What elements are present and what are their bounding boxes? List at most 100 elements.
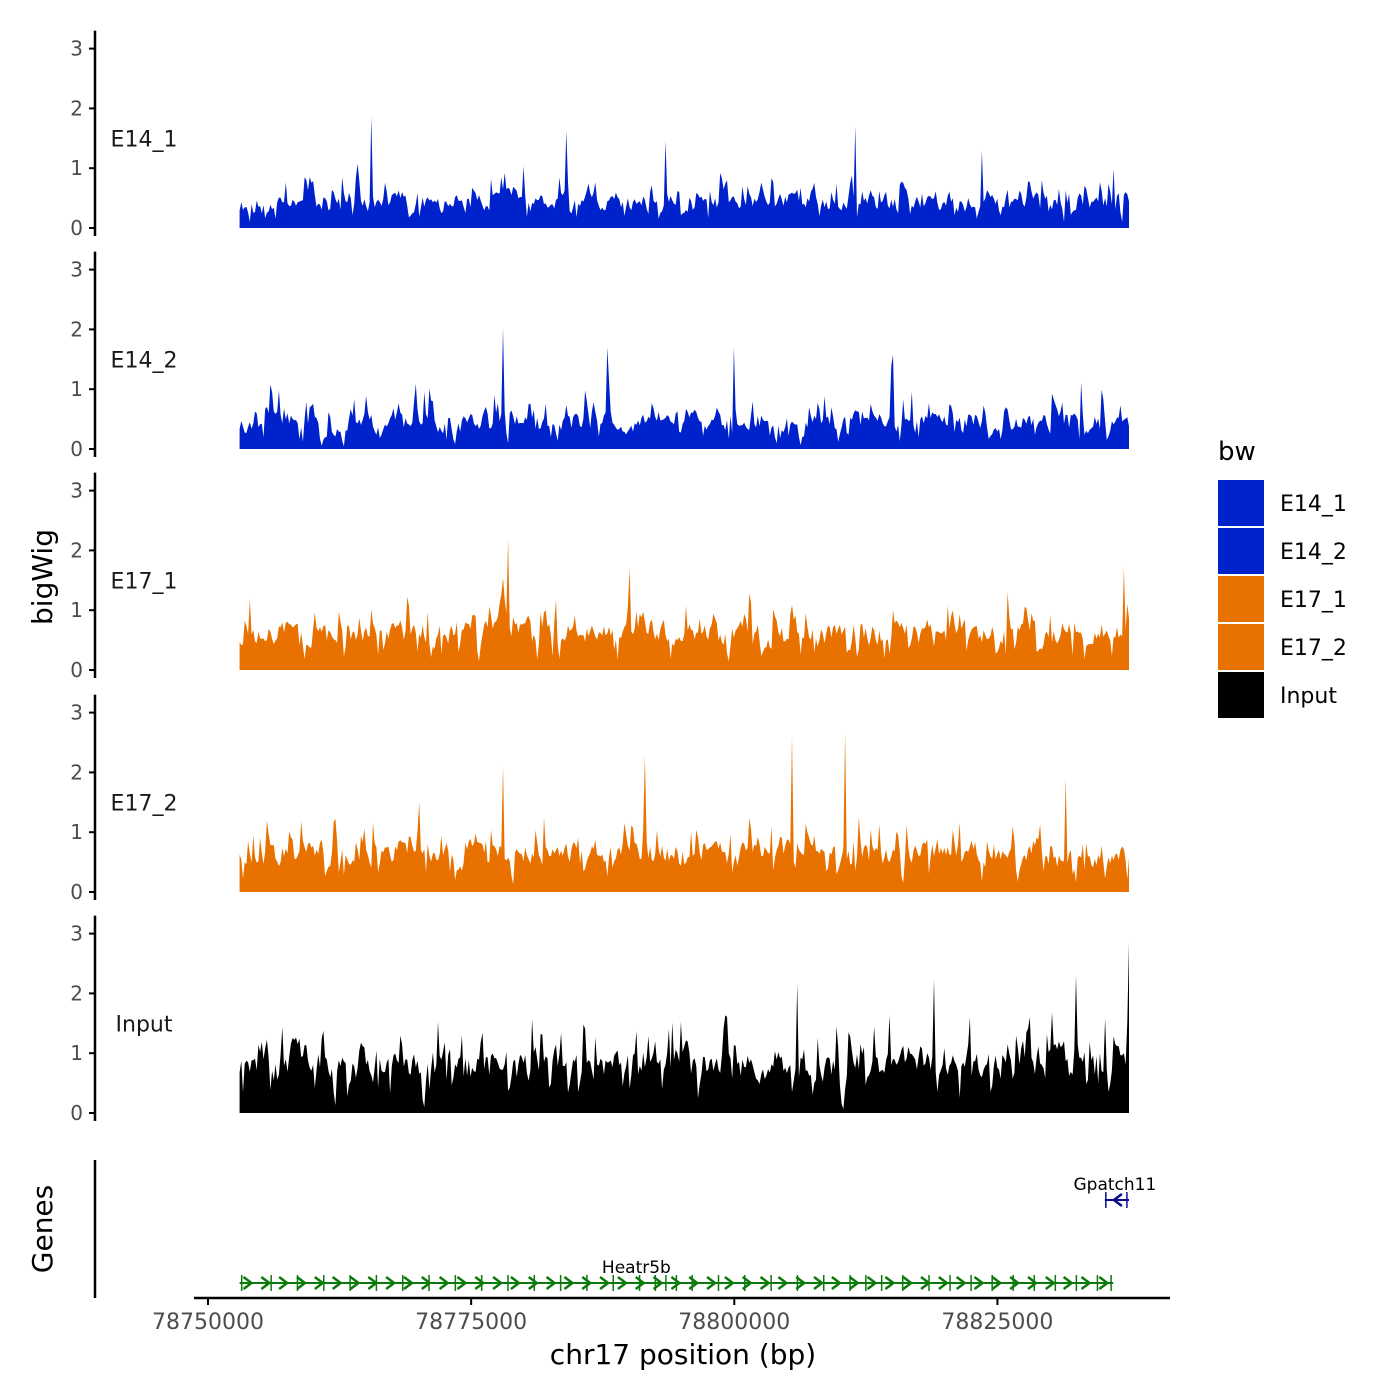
y-tick-label: 2 xyxy=(70,317,83,341)
strand-arrow xyxy=(902,1276,914,1290)
strand-arrow xyxy=(242,1276,254,1290)
strand-arrow xyxy=(314,1276,325,1290)
track-label: Input xyxy=(116,1012,173,1037)
y-tick-label: 1 xyxy=(70,377,83,401)
strand-arrow xyxy=(563,1276,575,1290)
strand-arrow xyxy=(1111,1193,1123,1207)
y-tick-label: 2 xyxy=(70,760,83,784)
legend-label: E14_1 xyxy=(1280,492,1347,517)
legend-title: bw xyxy=(1218,437,1256,467)
strand-arrow xyxy=(510,1276,522,1290)
track-label: E17_2 xyxy=(111,791,178,816)
legend-label: Input xyxy=(1280,684,1337,709)
strand-arrow xyxy=(296,1276,308,1290)
genes-track: Genes Heatr5b Gpatch11 xyxy=(26,1160,1156,1298)
legend-label: E17_2 xyxy=(1280,636,1347,661)
y-tick-label: 3 xyxy=(70,258,83,282)
strand-arrow xyxy=(991,1276,1003,1290)
strand-arrow xyxy=(331,1276,343,1290)
strand-arrow xyxy=(528,1276,539,1290)
gene-gpatch11: Gpatch11 xyxy=(1073,1175,1156,1208)
gene-name: Heatr5b xyxy=(602,1258,671,1278)
signal-area-e14-1 xyxy=(239,116,1129,228)
y-tick-label: 1 xyxy=(70,156,83,180)
strand-arrow xyxy=(1062,1276,1074,1290)
strand-arrow xyxy=(260,1276,272,1290)
legend-swatch xyxy=(1218,576,1264,622)
y-tick-label: 1 xyxy=(70,598,83,622)
strand-arrow xyxy=(973,1276,985,1290)
track-e14-2: 0 1 2 3 E14_2 xyxy=(70,251,1129,461)
x-tick-label: 78775000 xyxy=(415,1310,527,1335)
legend: bw E14_1 E14_2 E17_1 E17_2 Input xyxy=(1218,437,1347,718)
strand-arrow xyxy=(438,1276,450,1290)
legend-swatch xyxy=(1218,528,1264,574)
strand-arrow xyxy=(955,1276,967,1290)
x-tick-label: 78750000 xyxy=(152,1310,264,1335)
signal-area-e17-1 xyxy=(239,539,1129,670)
signal-tracks: 0 1 2 3 E14_1 0 1 2 3 E14_2 0 1 2 3 E17_1 0 1 2 3 E17_2 0 1 2 3… xyxy=(70,30,1129,1125)
y-axis-label: bigWig xyxy=(26,529,59,625)
track-e17-1: 0 1 2 3 E17_1 xyxy=(70,472,1129,682)
y-tick-label: 3 xyxy=(70,479,83,503)
strand-arrow xyxy=(652,1276,664,1290)
strand-arrow xyxy=(1045,1276,1056,1290)
strand-arrow xyxy=(831,1276,842,1290)
strand-arrow xyxy=(884,1276,896,1290)
strand-arrow xyxy=(706,1276,718,1290)
genes-label: Genes xyxy=(26,1185,59,1273)
track-label: E17_1 xyxy=(111,569,178,594)
x-axis-label: chr17 position (bp) xyxy=(550,1338,816,1371)
legend-label: E17_1 xyxy=(1280,588,1347,613)
track-e14-1: 0 1 2 3 E14_1 xyxy=(70,30,1129,240)
track-input: 0 1 2 3 Input xyxy=(70,915,1129,1125)
y-tick-label: 2 xyxy=(70,96,83,120)
y-tick-label: 0 xyxy=(70,216,83,240)
strand-arrow xyxy=(866,1276,878,1290)
legend-swatch xyxy=(1218,672,1264,718)
strand-arrow xyxy=(1098,1276,1110,1290)
strand-arrow xyxy=(385,1276,397,1290)
y-tick-label: 3 xyxy=(70,37,83,61)
x-axis: 78750000 78775000 78800000 78825000 xyxy=(152,1296,1170,1335)
y-tick-label: 0 xyxy=(70,437,83,461)
strand-arrow xyxy=(848,1276,860,1290)
strand-arrow xyxy=(617,1276,628,1290)
strand-arrow xyxy=(349,1276,361,1290)
strand-arrow xyxy=(670,1276,682,1290)
x-tick-label: 78800000 xyxy=(678,1310,790,1335)
y-tick-label: 0 xyxy=(70,880,83,904)
y-tick-label: 0 xyxy=(70,658,83,682)
strand-arrow xyxy=(1080,1276,1092,1290)
strand-arrow xyxy=(492,1276,504,1290)
strand-arrow xyxy=(777,1276,789,1290)
strand-arrow xyxy=(456,1276,468,1290)
track-label: E14_1 xyxy=(111,127,178,152)
track-e17-2: 0 1 2 3 E17_2 xyxy=(70,694,1129,904)
y-tick-label: 0 xyxy=(70,1101,83,1125)
gene-name: Gpatch11 xyxy=(1073,1175,1156,1195)
strand-arrow xyxy=(813,1276,825,1290)
y-tick-label: 1 xyxy=(70,1041,83,1065)
legend-swatch xyxy=(1218,480,1264,526)
strand-arrow xyxy=(599,1276,611,1290)
signal-area-e14-2 xyxy=(239,328,1129,449)
strand-arrow xyxy=(581,1276,593,1290)
strand-arrow xyxy=(634,1276,646,1290)
signal-area-input xyxy=(239,942,1129,1113)
y-tick-label: 3 xyxy=(70,701,83,725)
x-tick-label: 78825000 xyxy=(941,1310,1053,1335)
strand-arrow xyxy=(545,1276,557,1290)
strand-arrow xyxy=(724,1276,735,1290)
strand-arrow xyxy=(278,1276,290,1290)
y-tick-label: 3 xyxy=(70,922,83,946)
strand-arrow xyxy=(1027,1276,1039,1290)
track-label: E14_2 xyxy=(111,348,178,373)
strand-arrow xyxy=(938,1276,949,1290)
signal-area-e17-2 xyxy=(239,732,1129,892)
y-tick-label: 2 xyxy=(70,981,83,1005)
strand-arrow xyxy=(403,1276,415,1290)
legend-label: E14_2 xyxy=(1280,540,1347,565)
y-tick-label: 1 xyxy=(70,820,83,844)
legend-swatch xyxy=(1218,624,1264,670)
